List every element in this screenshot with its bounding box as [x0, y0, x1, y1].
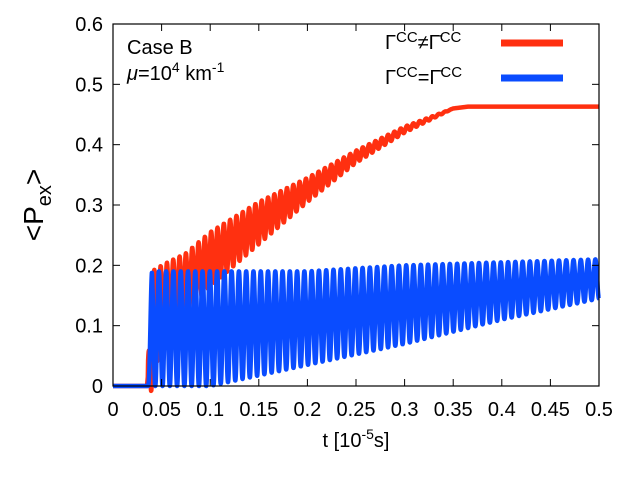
x-tick-label: 0.45	[531, 399, 570, 421]
legend-label-unequal: ΓCC≠Γ̄CC	[385, 29, 462, 54]
x-tick-label: 0.5	[585, 399, 613, 421]
y-tick-label: 0.1	[75, 316, 103, 338]
y-axis-title: <Pex>	[18, 169, 56, 242]
x-tick-label: 0.3	[391, 399, 419, 421]
legend: ΓCC≠Γ̄CC ΓCC=Γ̄CC	[385, 29, 563, 89]
x-tick-label: 0	[107, 399, 118, 421]
case-label: Case B	[127, 37, 193, 59]
y-tick-label: 0.6	[75, 14, 103, 36]
mu-label: μ=104 km-1	[126, 59, 225, 85]
x-tick-label: 0.25	[337, 399, 376, 421]
y-tick-label: 0.4	[75, 135, 103, 157]
ticks-layer: 0 0.05 0.1 0.15 0.2 0.25 0.3 0.35 0.4 0.45 0.5 0 0.1…	[75, 14, 613, 421]
y-tick-label: 0.5	[75, 74, 103, 96]
y-tick-label: 0.2	[75, 255, 103, 277]
x-tick-label: 0.2	[293, 399, 321, 421]
x-tick-label: 0.4	[488, 399, 516, 421]
x-tick-label: 0.05	[142, 399, 181, 421]
x-tick-label: 0.1	[196, 399, 224, 421]
x-axis-title: t [10-5s]	[323, 426, 390, 452]
y-tick-label: 0.3	[75, 195, 103, 217]
series-line-equal	[113, 257, 602, 389]
x-tick-label: 0.35	[434, 399, 473, 421]
series-layer	[111, 104, 602, 394]
legend-label-equal: ΓCC=Γ̄CC	[385, 64, 462, 89]
x-tick-label: 0.15	[239, 399, 278, 421]
y-tick-label: 0	[92, 376, 103, 398]
